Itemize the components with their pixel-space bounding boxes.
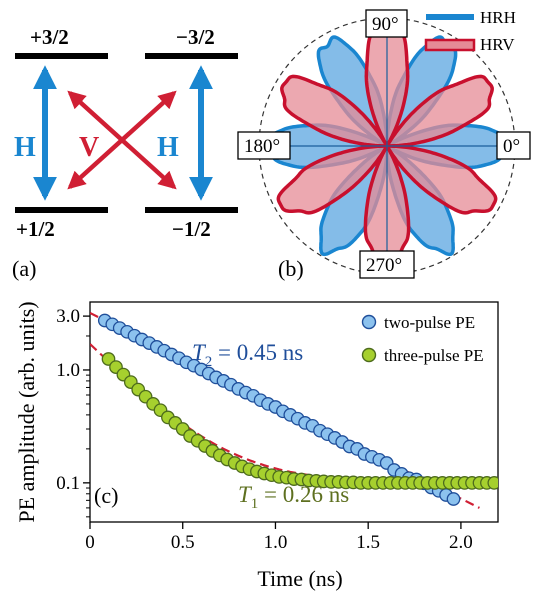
three-pulse-point-52 [487, 476, 498, 490]
x-tick-label-3: 1.5 [356, 532, 380, 553]
x-axis-title: Time (ns) [257, 566, 342, 591]
x-tick-label-0: 0 [85, 532, 95, 553]
label-v-cross: V [79, 132, 99, 163]
data-points [97, 313, 498, 506]
y-tick-label-0: 0.1 [56, 473, 80, 494]
angle-label-0: 0° [496, 131, 531, 160]
level-label-top-right: −3/2 [176, 25, 215, 49]
t2-subscript: 2 [205, 354, 213, 370]
y-axis-title: PE amplitude (arb. units) [14, 301, 39, 522]
legend-label-three-pulse: three-pulse PE [384, 346, 484, 365]
svg-text:270°: 270° [366, 255, 402, 276]
x-tick-label-1: 0.5 [171, 532, 195, 553]
annotation-t1: T1 = 0.26 ns [238, 482, 349, 512]
two-pulse-point-47 [446, 492, 461, 506]
panel-a-label: (a) [12, 256, 36, 281]
legend-label-two-pulse: two-pulse PE [384, 313, 475, 332]
panel-b: 90° 180° 0° 270° HRH HRV (b) [237, 8, 531, 281]
level-label-bottom-left: +1/2 [16, 217, 55, 241]
level-label-bottom-right: −1/2 [172, 217, 211, 241]
panel-c: 0 0.5 1.0 1.5 2.0 0.1 1.0 3.0 Time (ns) PE amp… [14, 301, 499, 591]
plot-frame [89, 301, 499, 523]
angle-label-270: 270° [359, 250, 415, 279]
legend-marker-three-pulse [361, 347, 377, 363]
svg-text:0°: 0° [503, 136, 520, 157]
chart-legend: two-pulse PE three-pulse PE [361, 313, 484, 365]
legend-label-hrh: HRH [480, 8, 516, 27]
y-tick-label-1: 1.0 [56, 360, 80, 381]
angle-label-90: 90° [365, 9, 408, 38]
t1-subscript: 1 [251, 496, 259, 512]
x-axis: 0 0.5 1.0 1.5 2.0 [85, 522, 473, 553]
t2-symbol: T [192, 340, 207, 365]
svg-text:180°: 180° [244, 136, 280, 157]
level-label-top-left: +3/2 [30, 25, 69, 49]
y-axis: 0.1 1.0 3.0 [56, 306, 90, 518]
arrow-v-cross-2 [67, 90, 177, 190]
polar-legend: HRH HRV [424, 8, 516, 54]
panel-b-label: (b) [278, 256, 304, 281]
t1-value: = 0.26 ns [258, 482, 349, 507]
label-h-right: H [157, 132, 179, 163]
label-h-left: H [14, 132, 36, 163]
angle-label-180: 180° [237, 131, 291, 160]
x-tick-label-4: 2.0 [449, 532, 473, 553]
x-tick-label-2: 1.0 [264, 532, 288, 553]
legend-marker-two-pulse [361, 314, 377, 330]
svg-text:90°: 90° [372, 14, 399, 35]
legend-swatch-hrv [424, 38, 476, 52]
y-tick-label-2: 3.0 [56, 306, 80, 327]
t2-value: = 0.45 ns [212, 340, 303, 365]
t1-symbol: T [238, 482, 253, 507]
annotation-t2: T2 = 0.45 ns [192, 340, 303, 370]
legend-label-hrv: HRV [480, 35, 515, 54]
panel-c-label: (c) [94, 483, 118, 508]
panel-a: +3/2 −3/2 +1/2 −1/2 H V H (a) [12, 25, 238, 281]
